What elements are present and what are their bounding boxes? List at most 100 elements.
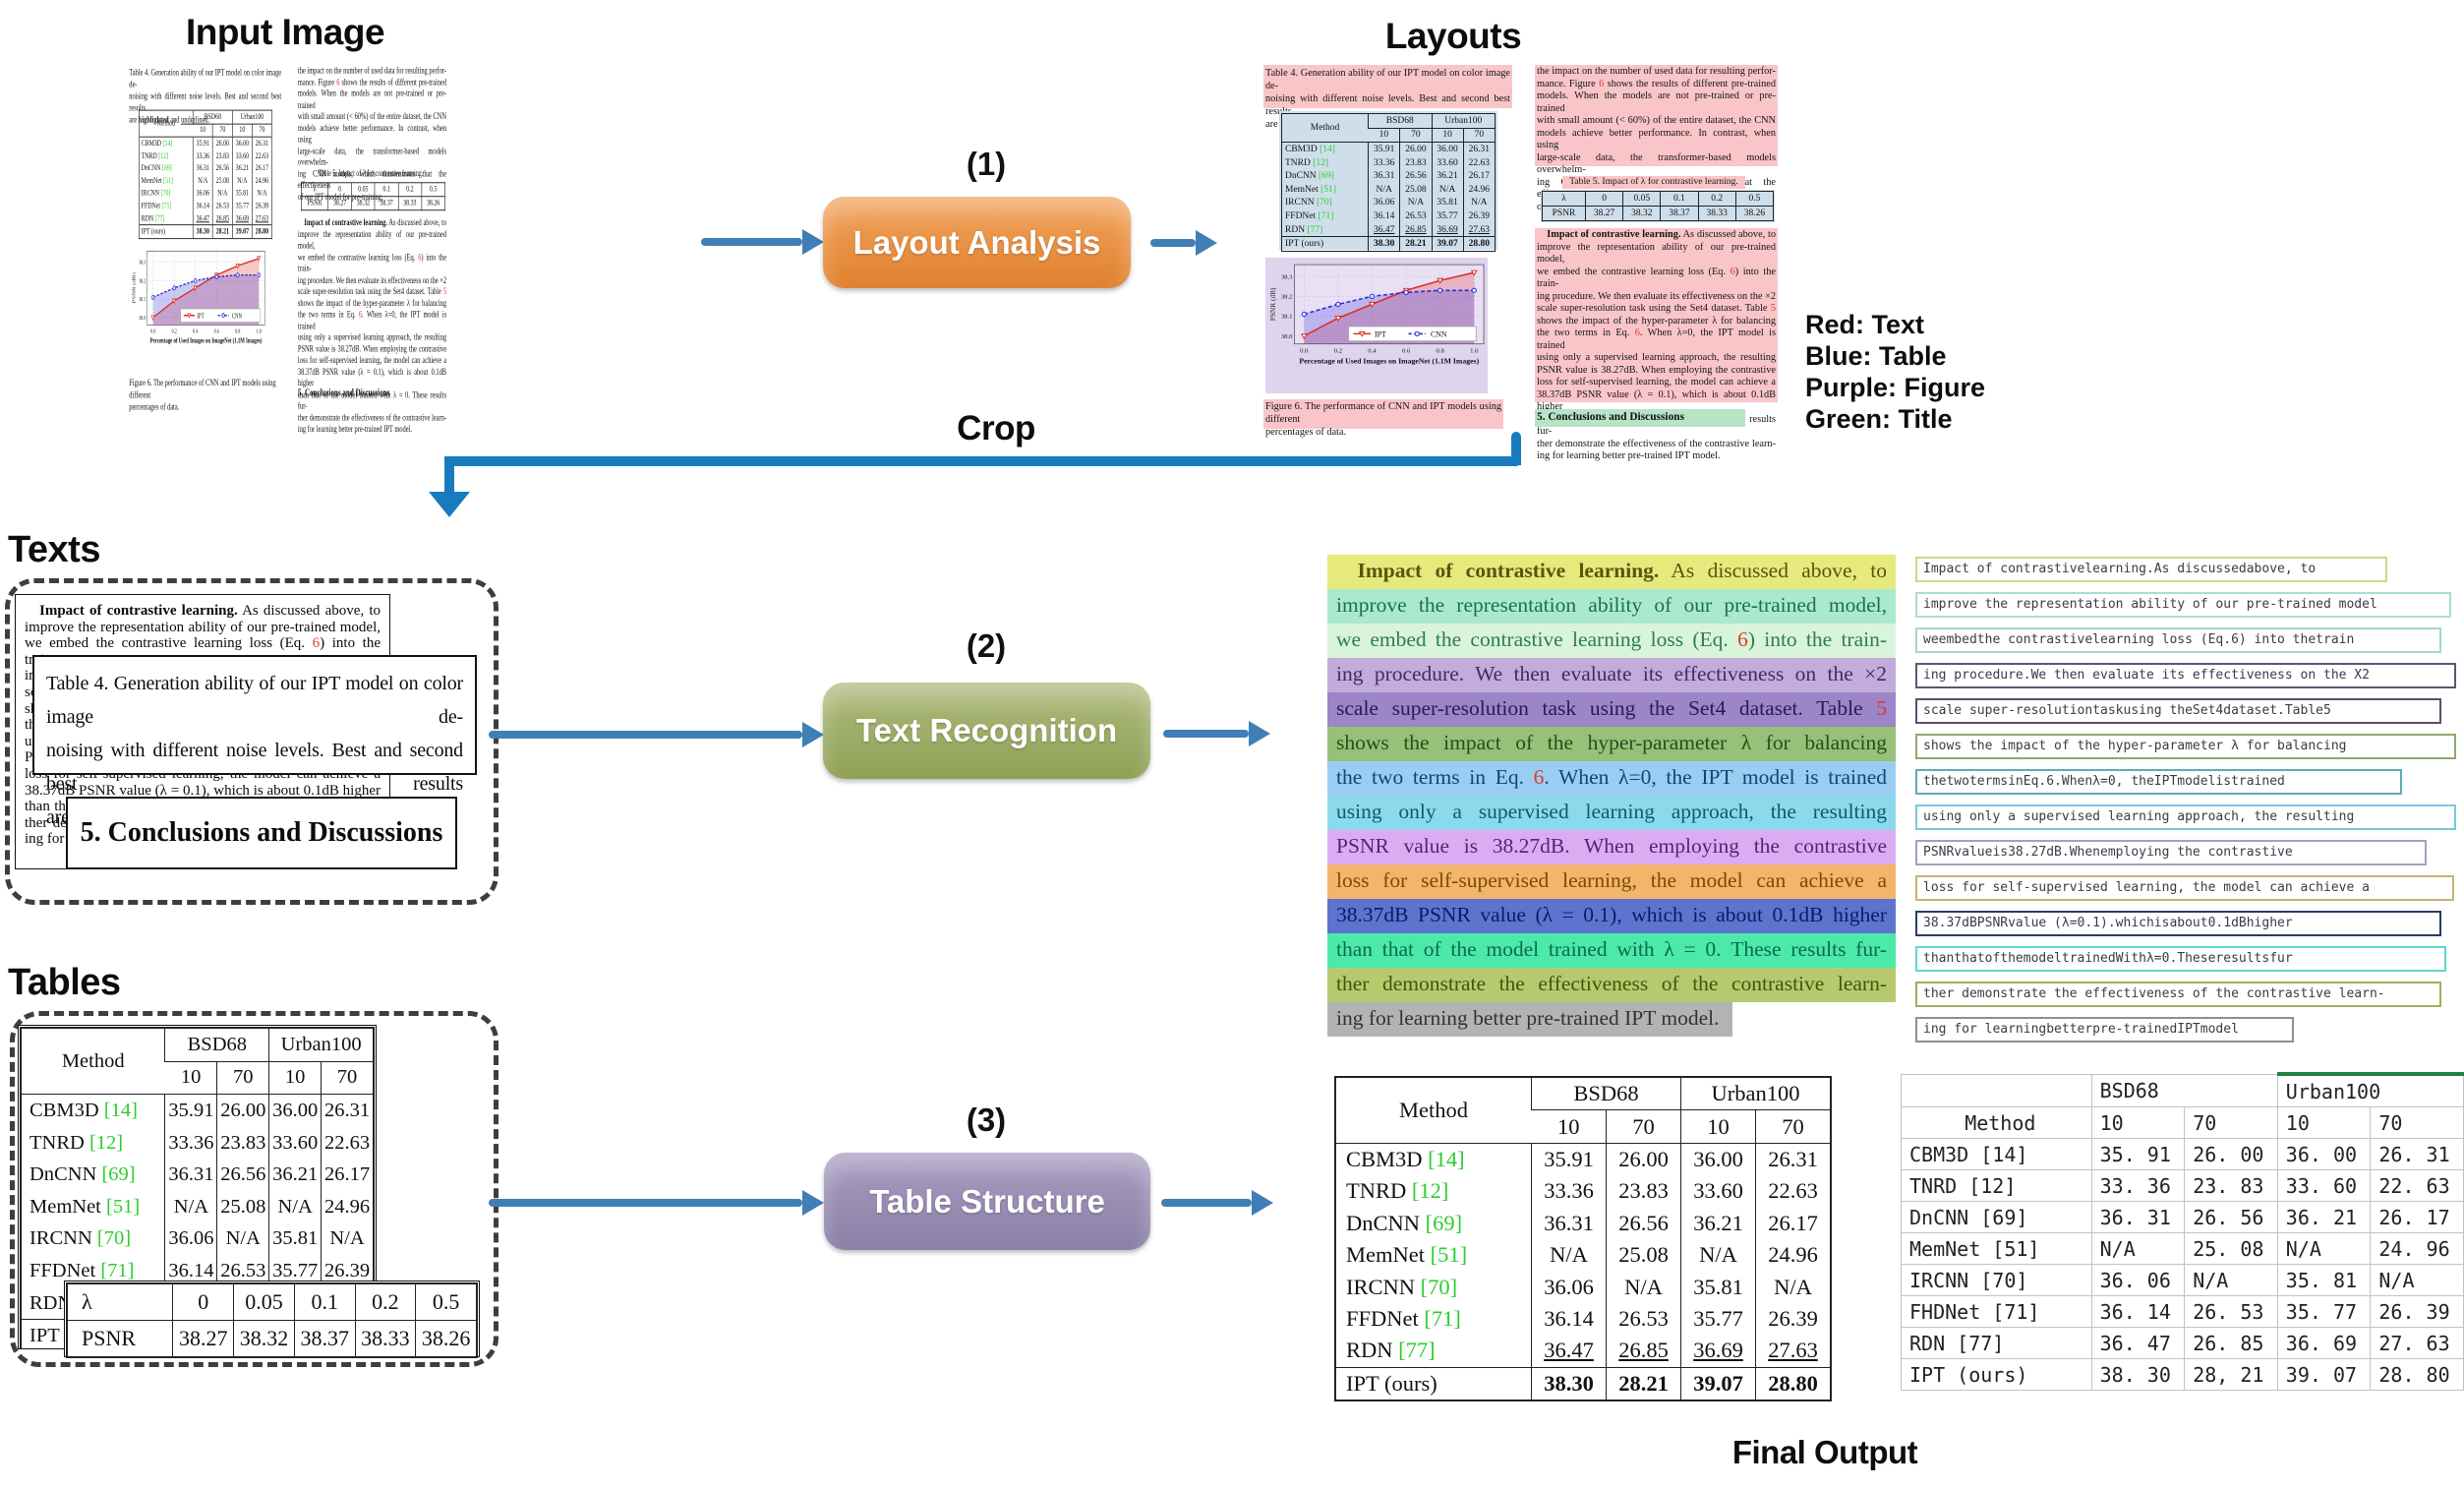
conclusions-heading: 5. Conclusions and Discussions [297, 387, 390, 399]
table5: λ 0 0.05 0.1 0.2 0.5 PSNR 38.27 38.32 38.37 38.33 3… [301, 182, 445, 211]
final-output-label: Final Output [1731, 1434, 1918, 1470]
table-cell: FHDNet [71] [1901, 1295, 2092, 1328]
texts-label: Texts [8, 529, 100, 570]
text-line: PSNR value is 38.27dB. When employing th… [297, 343, 447, 355]
ocr-line-box: thanthatofthemodeltrainedWithλ=0.Thesere… [1915, 946, 2446, 972]
table-cell: 38.30 [192, 224, 213, 239]
arrow-icon [1161, 1190, 1273, 1216]
table-cell: 38.37 [293, 1320, 356, 1358]
svg-text:0.2: 0.2 [1334, 348, 1342, 355]
table-row: CBM3D [14] 35.91 26.00 36.00 26.31 [1281, 142, 1496, 156]
table-cell: 38.26 [421, 196, 445, 211]
table-cell: 38.30 [1368, 236, 1400, 252]
table-row: λ 0 0.05 0.1 0.2 0.5 [1541, 191, 1775, 207]
table-cell: MemNet [51] [1346, 1242, 1468, 1268]
svg-text:0.2: 0.2 [172, 328, 177, 335]
table-header-cell: Method [1335, 1077, 1532, 1144]
text-line: ther demonstrate the effectiveness of th… [1537, 438, 1776, 449]
text-line: improve the representation ability of ou… [297, 229, 447, 252]
table-cell: N/A [232, 174, 253, 188]
table-cell: 36.21 [232, 162, 253, 175]
table-cell: N/A [164, 1190, 217, 1223]
table-cell: 36.31 [192, 162, 213, 175]
table-cell: 36.69 [1431, 222, 1464, 237]
table5: λ 0 0.05 0.1 0.2 0.5 PSNR 38.27 38.32 38.37 38.33 3… [1541, 191, 1775, 221]
table-cell: 26.39 [252, 200, 272, 212]
svg-text:38.2: 38.2 [1281, 294, 1293, 301]
table-cell: 23.83 [212, 149, 233, 163]
recognized-text-lines: Impact of contrastive learning. As discu… [1327, 555, 1896, 1037]
table-cell: N/A [1399, 196, 1432, 210]
table-header-cell: 10 [1531, 1109, 1607, 1144]
table-header-cell: 10 [2090, 1106, 2186, 1139]
table-cell: IRCNN [70] [1285, 198, 1332, 208]
table-cell: 28.21 [212, 224, 233, 239]
table-cell: 35. 77 [2276, 1295, 2372, 1328]
table-cell: IPT (ours) [1281, 236, 1369, 252]
table-cell: N/A [1531, 1238, 1607, 1272]
text-line: Figure 6. The performance of CNN and IPT… [129, 378, 276, 401]
table-header-cell: 10 [232, 123, 253, 138]
table-header-cell: 10 [193, 123, 213, 138]
text-line: Table 4. Generation ability of our IPT m… [1265, 68, 1510, 91]
table-cell: 36. 69 [2276, 1327, 2372, 1359]
text-line: shows the impact of the hyper-parameter … [1327, 727, 1896, 761]
table-cell: N/A [321, 1222, 374, 1256]
text-line: ing procedure. We then evaluate its effe… [297, 274, 447, 286]
table-cell: 38.32 [1622, 206, 1662, 221]
paragraph-2: Impact of contrastive learning. As discu… [1535, 228, 1778, 461]
table-cell: CBM3D [14] [1901, 1138, 2092, 1170]
table-header-cell: Method [1901, 1106, 2092, 1139]
paragraph-1: the impact on the number of used data fo… [1535, 65, 1778, 212]
table-cell: RDN [77] [1901, 1327, 2092, 1359]
table-cell: 35.77 [1431, 209, 1464, 223]
table-cell: N/A [2184, 1264, 2278, 1296]
text-line: than that of the model trained with λ = … [1327, 933, 1896, 968]
table-cell: 0.2 [1697, 191, 1736, 207]
table-cell: 38.37 [1660, 206, 1699, 221]
table-row: PSNR 38.27 38.32 38.37 38.33 38.26 [301, 196, 445, 211]
crop-connector [444, 456, 454, 494]
table-cell: 0.05 [233, 1282, 295, 1321]
table-cell: FFDNet [71] [1346, 1305, 1461, 1331]
step-2-number: (2) [966, 627, 1007, 664]
table-cell: IPT (ours) [1335, 1366, 1532, 1400]
table-cell: 28.21 [1399, 236, 1432, 252]
table-cell: 36.47 [192, 211, 213, 225]
svg-text:38.2: 38.2 [139, 278, 147, 285]
legend-item: Green: Title [1805, 404, 1953, 434]
table-cell: 26. 31 [2370, 1138, 2464, 1170]
text-line: shows the impact of the hyper-parameter … [1537, 315, 1776, 327]
table-row: FFDNet [71] 36.14 26.53 35.77 26.39 [1335, 1302, 1831, 1336]
table-cell: DnCNN [69] [141, 163, 172, 174]
table-cell: 36.00 [1431, 142, 1464, 156]
table-cell: N/A [216, 1222, 269, 1256]
table-cell: 0 [172, 1282, 235, 1321]
text-line: models achieve better performance. In co… [297, 123, 447, 146]
table-cell: 24.96 [1462, 182, 1496, 197]
table-structure-output: Method BSD68 Urban100 10 70 10 70 CBM3D [14] 35.… [1334, 1076, 1832, 1401]
table-cell: IPT (ours) [139, 224, 194, 239]
table-cell: 25. 08 [2184, 1232, 2278, 1265]
table-cell: 36. 21 [2276, 1201, 2372, 1233]
text-line: 38.37dB PSNR value (λ = 0.1), which is a… [297, 367, 447, 388]
figure6-caption: Figure 6. The performance of CNN and IPT… [1263, 399, 1503, 438]
table-cell: TNRD [12] [1346, 1178, 1449, 1204]
table-row: IRCNN [70] 36.06 N/A 35.81 N/A [140, 187, 272, 201]
svg-text:0.6: 0.6 [214, 328, 219, 335]
table4: Method BSD68 Urban100 10 70 10 70 CBM3D [14] 35.… [139, 109, 272, 240]
table-cell: MemNet [51] [1901, 1232, 2092, 1265]
table-cell: 27.63 [252, 211, 272, 225]
table-cell: 26.00 [216, 1094, 269, 1127]
table-header-cell: 70 [1755, 1109, 1831, 1144]
ocr-line-box: 38.37dBPSNRvalue (λ=0.1).whichisabout0.1… [1915, 911, 2441, 936]
table-cell: 28.21 [1606, 1366, 1681, 1400]
table-cell: 26.31 [1462, 142, 1496, 156]
ocr-line-box: PSNRvalueis38.27dB.Whenemploying the con… [1915, 840, 2427, 865]
table-cell: 26. 17 [2370, 1201, 2464, 1233]
ocr-line-box: improve the representation ability of ou… [1915, 592, 2451, 618]
ocr-line-box: ing for learningbetterpre-trainedIPTmode… [1915, 1017, 2294, 1042]
table-header-cell: 70 [1606, 1109, 1681, 1144]
table-row: DnCNN [69] 36. 31 26. 56 36. 21 26. 17 [1901, 1201, 2464, 1233]
